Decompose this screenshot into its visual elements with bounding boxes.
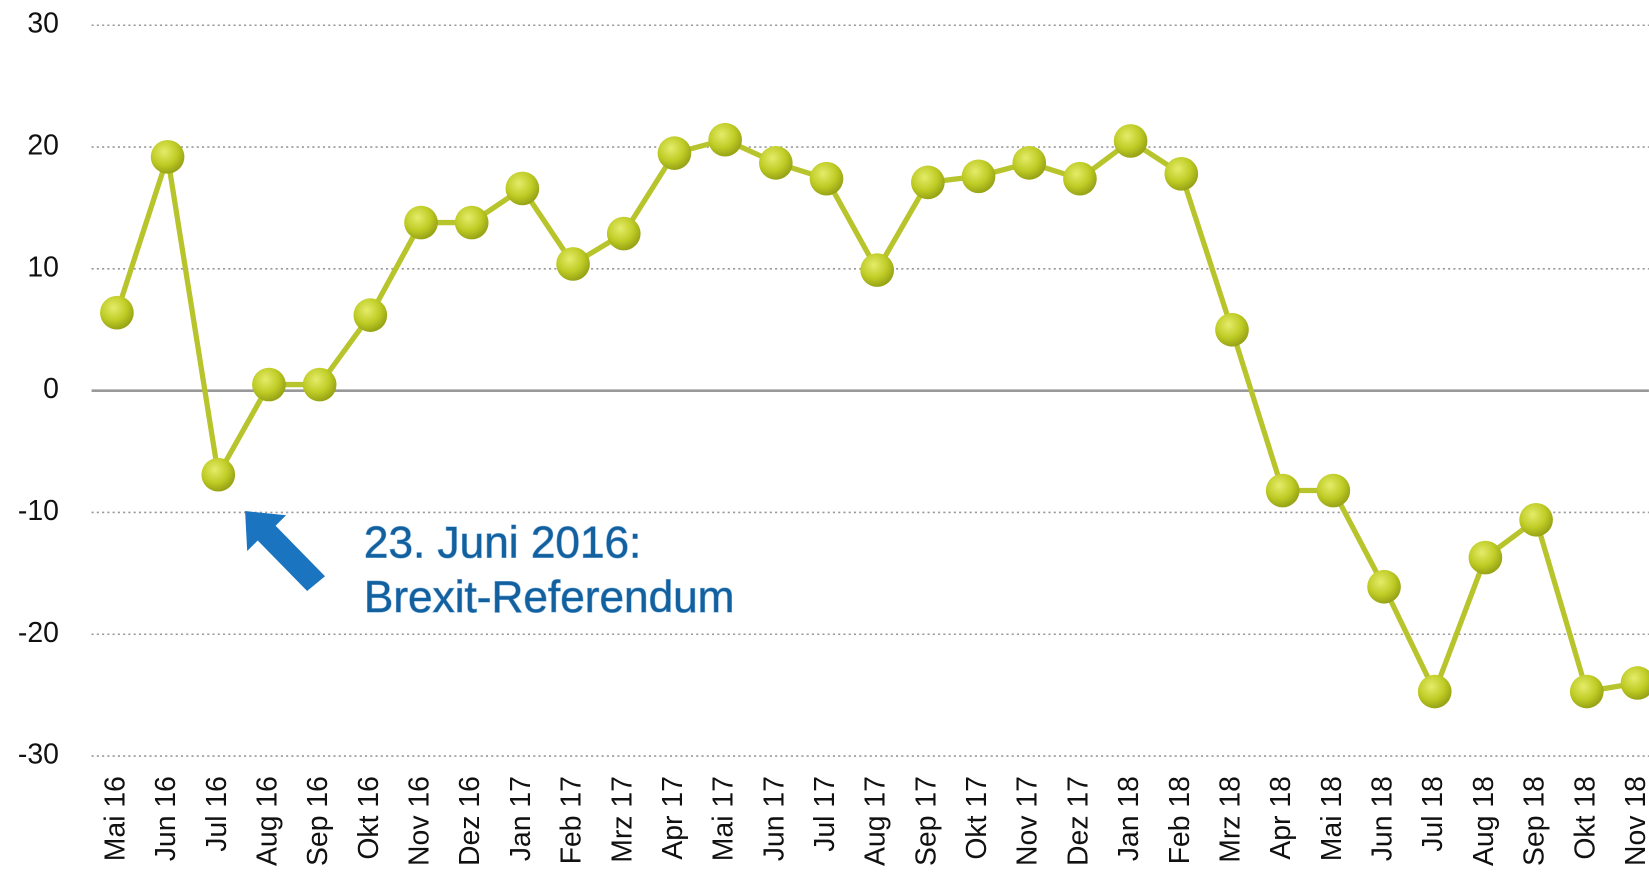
data-point [1164,157,1199,191]
x-tick-label: Mrz 18 [1214,776,1246,863]
x-tick-label: Jul 17 [809,776,841,852]
data-point [708,122,742,157]
data-point [809,161,844,196]
data-point [454,205,489,240]
x-tick-label: Feb 18 [1164,776,1196,864]
x-tick-label: Okt 17 [961,776,993,860]
x-tick-label: Apr 17 [657,776,689,860]
x-tick-label: Aug 17 [860,776,892,866]
x-tick-label: Okt 18 [1569,776,1601,860]
x-tick-label: Mai 18 [1316,776,1348,861]
data-point [1620,666,1649,700]
annotation-line: Brexit-Referendum [364,573,735,622]
y-tick-label: 0 [43,373,59,405]
data-point [100,295,134,330]
x-tick-label: Jan 17 [505,776,537,861]
data-point [252,367,286,402]
x-tick-label: Mai 17 [708,776,740,861]
x-tick-label: Nov 18 [1620,776,1649,866]
x-tick-label: Mrz 17 [606,776,638,863]
x-tick-label: Feb 17 [556,776,588,864]
data-point [1113,124,1148,158]
data-point [1468,540,1503,575]
y-tick-label: -20 [18,617,59,649]
data-point [1012,146,1047,180]
grid [91,24,1649,757]
data-point [1215,312,1249,347]
x-tick-label: Apr 18 [1265,776,1297,860]
data-point [353,298,388,332]
data-point [961,159,996,194]
y-tick-label: 30 [27,8,59,40]
data-point [404,205,438,240]
x-tick-label: Jun 18 [1367,776,1399,861]
x-tick-label: Nov 16 [404,776,436,866]
data-point [1316,473,1351,508]
x-tick-label: Sep 17 [910,776,942,866]
x-tick-label: Jul 18 [1417,776,1449,852]
data-point [556,247,590,281]
x-tick-label: Jun 16 [150,776,182,861]
data-point [302,367,337,402]
data-point [657,136,692,170]
data-point [201,457,236,492]
data-point [1265,473,1300,508]
x-tick-label: Sep 16 [302,776,334,866]
data-point [606,216,641,251]
x-tick-label: Aug 18 [1468,776,1500,866]
data-point [911,165,945,200]
data-point [1417,674,1452,709]
y-tick-label: -30 [18,739,59,771]
x-tick-label: Nov 17 [1012,776,1044,866]
data-point [150,139,185,174]
data-point [758,146,793,180]
x-tick-label: Dez 17 [1062,776,1094,866]
data-point [1569,674,1604,709]
data-point [505,171,540,206]
x-tick-label: Sep 18 [1519,776,1551,866]
y-tick-label: -10 [18,495,59,527]
x-tick-label: Jul 16 [201,776,233,852]
x-tick-label: Jun 17 [758,776,790,861]
y-tick-label: 20 [27,130,59,162]
x-tick-label: Okt 16 [353,776,385,860]
data-point [1063,161,1097,196]
annotation-line: 23. Juni 2016: [364,518,641,567]
x-tick-label: Aug 16 [251,776,283,866]
x-tick-label: Dez 16 [454,776,486,866]
series-line [114,137,1638,695]
y-tick-label: 10 [27,251,59,283]
data-point [1519,502,1553,537]
x-tick-label: Mai 16 [99,776,131,861]
data-point [1367,569,1401,604]
x-tick-label: Jan 18 [1113,776,1145,861]
annotation-arrow [245,511,326,591]
data-point [860,253,895,287]
